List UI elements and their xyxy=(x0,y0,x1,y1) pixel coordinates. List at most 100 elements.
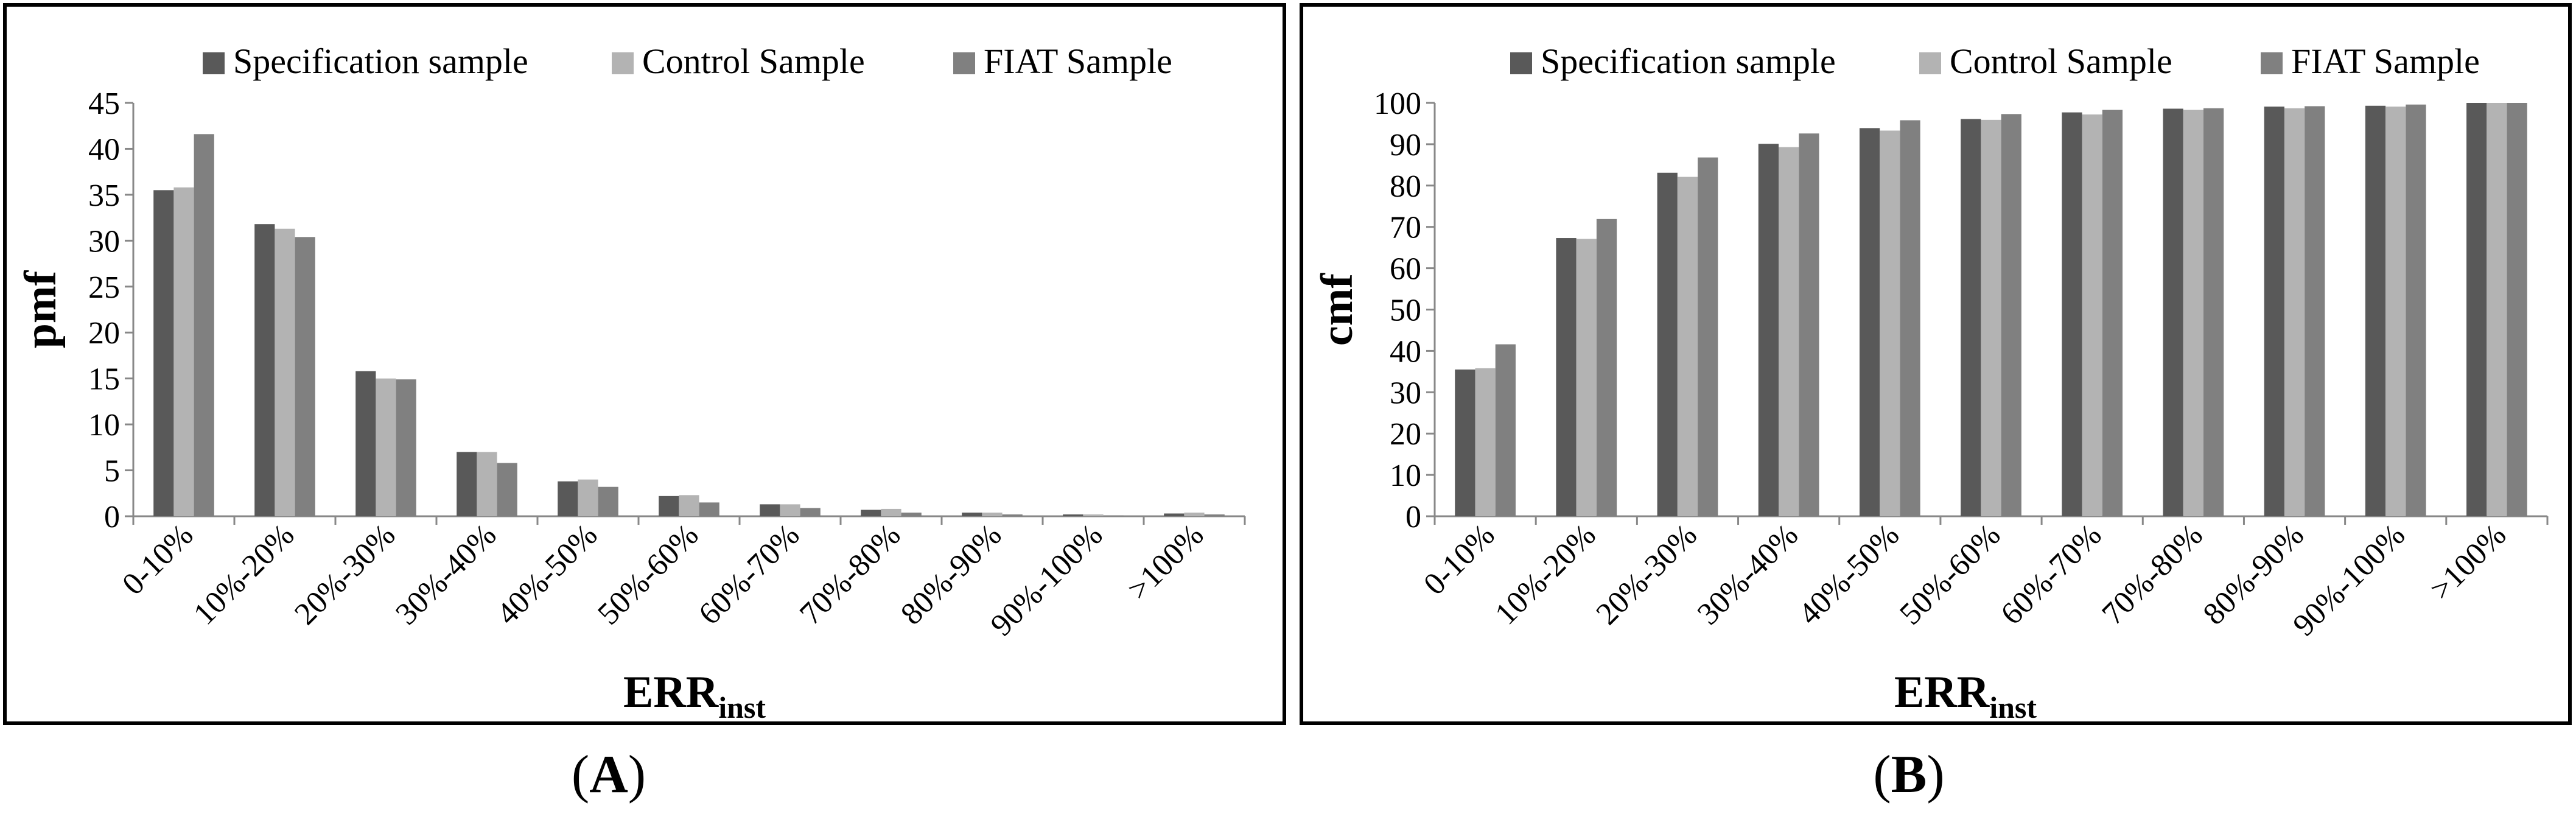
bar xyxy=(2487,103,2507,516)
bar xyxy=(881,508,901,516)
x-category-label: 50%-60% xyxy=(591,517,705,631)
x-category-label: >100% xyxy=(1121,517,1211,607)
bar xyxy=(355,371,376,516)
bar xyxy=(1002,514,1023,516)
legend-label: Specification sample xyxy=(1541,41,1836,81)
bar xyxy=(1981,119,2001,517)
x-category-label: 60%-70% xyxy=(692,517,806,631)
legend-swatch xyxy=(953,52,975,74)
bar xyxy=(1083,514,1104,516)
bar xyxy=(780,504,800,516)
bar xyxy=(679,495,699,516)
bar xyxy=(659,496,679,516)
bar xyxy=(396,379,416,516)
bar xyxy=(578,479,598,516)
bar xyxy=(1961,119,1981,516)
y-tick-label: 25 xyxy=(88,270,120,305)
bar xyxy=(1596,219,1617,516)
bar xyxy=(962,512,982,516)
y-tick-label: 80 xyxy=(1390,169,1421,204)
legend-swatch xyxy=(1510,52,1532,74)
y-tick-label: 15 xyxy=(88,362,120,397)
bar xyxy=(558,481,578,516)
bar xyxy=(295,237,315,516)
x-axis-title-main: ERR xyxy=(1894,667,1990,717)
bar xyxy=(1758,144,1779,516)
x-axis-title-subscript: inst xyxy=(718,690,766,721)
bar xyxy=(2284,108,2305,516)
y-tick-label: 20 xyxy=(88,316,120,351)
legend-label: FIAT Sample xyxy=(2291,41,2480,81)
chart-panel-b: 0 10 20 30 40 50 60 70 80 90 100 0-10% 10%-20% 20%-30… xyxy=(1300,3,2572,725)
chart-panel-a: 0 5 10 15 20 25 30 35 40 45 0-10% 10%-20% 20%-30% 30%… xyxy=(3,3,1286,725)
bar xyxy=(1677,177,1698,516)
x-category-label: 60%-70% xyxy=(1994,517,2108,631)
bar xyxy=(2203,108,2224,516)
bar xyxy=(861,510,881,516)
x-category-label: 30%-40% xyxy=(1691,517,1805,631)
bar xyxy=(1475,368,1496,516)
x-category-label: 20%-30% xyxy=(288,517,402,631)
legend-swatch xyxy=(203,52,225,74)
x-category-label: 0-10% xyxy=(116,517,200,601)
y-tick-label: 70 xyxy=(1390,211,1421,245)
x-category-label: 90%-100% xyxy=(2286,517,2412,643)
legend-swatch xyxy=(612,52,634,74)
bar xyxy=(1103,515,1124,516)
bar xyxy=(275,228,295,516)
x-category-label: 30%-40% xyxy=(389,517,503,631)
bar xyxy=(598,486,618,516)
bar xyxy=(1164,513,1185,516)
panel-label-b: (B) xyxy=(1873,745,1945,804)
bar xyxy=(2305,106,2325,516)
y-axis-title: cmf xyxy=(1312,273,1362,346)
y-tick-label: 10 xyxy=(88,408,120,443)
bar xyxy=(194,134,214,516)
bar xyxy=(2466,103,2487,516)
bar xyxy=(1455,369,1475,516)
bar xyxy=(2001,114,2021,516)
x-category-label: 70%-80% xyxy=(2095,517,2209,631)
legend-label: Control Sample xyxy=(1950,41,2172,81)
y-tick-label: 20 xyxy=(1390,417,1421,452)
x-category-label: 40%-50% xyxy=(1792,517,1906,631)
bar xyxy=(1900,120,1920,516)
bar xyxy=(457,452,477,516)
x-category-label: 70%-80% xyxy=(793,517,907,631)
bar xyxy=(1495,344,1516,516)
y-tick-label: 35 xyxy=(88,178,120,213)
bar xyxy=(800,508,821,516)
y-tick-label: 10 xyxy=(1390,458,1421,493)
x-axis-title: ERRinst xyxy=(623,667,766,721)
y-tick-label: 60 xyxy=(1390,252,1421,287)
x-category-label: 10%-20% xyxy=(187,517,301,631)
bar xyxy=(477,452,497,516)
legend-label: FIAT Sample xyxy=(984,41,1172,81)
bar xyxy=(1859,128,1880,516)
bar xyxy=(1576,239,1597,516)
x-axis-title-subscript: inst xyxy=(1989,690,2037,721)
chart-b-svg: 0 10 20 30 40 50 60 70 80 90 100 0-10%10%-20%20%-30… xyxy=(1312,41,2549,721)
panel-label-a: (A) xyxy=(571,745,646,804)
y-tick-label: 5 xyxy=(104,454,120,489)
x-category-label: 50%-60% xyxy=(1893,517,2007,631)
y-tick-label: 0 xyxy=(1405,500,1421,535)
x-category-label: 20%-30% xyxy=(1590,517,1704,631)
bar xyxy=(2264,107,2284,517)
bar xyxy=(1556,238,1577,516)
bar xyxy=(1063,514,1083,516)
legend-label: Specification sample xyxy=(233,41,528,81)
bar xyxy=(699,502,719,516)
x-category-label: >100% xyxy=(2424,517,2513,607)
x-category-label: 10%-20% xyxy=(1488,517,1602,631)
y-tick-label: 100 xyxy=(1374,86,1421,121)
bar xyxy=(2385,107,2406,517)
bar xyxy=(1204,514,1225,516)
bar xyxy=(901,512,922,516)
y-tick-label: 45 xyxy=(88,86,120,121)
bar xyxy=(1698,157,1718,516)
y-tick-label: 40 xyxy=(88,132,120,167)
bar xyxy=(1799,133,1819,517)
chart-a-svg: 0 5 10 15 20 25 30 35 40 45 0-10%10%-20%20%-30%30%… xyxy=(16,41,1246,721)
bar xyxy=(2183,110,2203,517)
